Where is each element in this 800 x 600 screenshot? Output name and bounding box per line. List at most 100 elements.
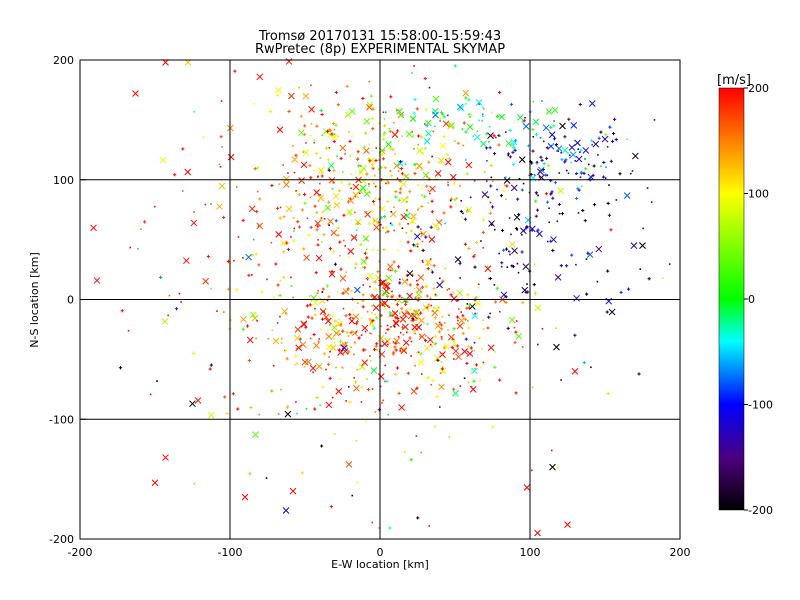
- data-point: [410, 355, 412, 357]
- data-point: [438, 116, 442, 121]
- data-point: [536, 230, 543, 238]
- data-point: [405, 331, 408, 334]
- data-point: [373, 174, 376, 177]
- data-point: [505, 184, 509, 188]
- data-point: [339, 180, 343, 184]
- data-point: [429, 225, 433, 229]
- data-point: [376, 270, 380, 274]
- data-point: [415, 279, 418, 282]
- data-point: [368, 320, 376, 327]
- data-point: [606, 201, 610, 205]
- data-point: [286, 405, 290, 409]
- data-point: [486, 160, 488, 162]
- data-point: [383, 166, 387, 170]
- data-point: [336, 103, 340, 107]
- data-point: [556, 220, 559, 223]
- data-point: [508, 250, 511, 253]
- data-point: [614, 137, 618, 142]
- data-point: [149, 393, 152, 396]
- data-point: [610, 139, 615, 143]
- data-point: [351, 309, 354, 311]
- data-point: [542, 124, 550, 132]
- data-point: [373, 203, 375, 206]
- data-point: [299, 341, 307, 348]
- data-point: [408, 336, 412, 340]
- data-point: [466, 350, 474, 357]
- data-point: [465, 103, 467, 105]
- data-point: [582, 147, 590, 154]
- data-point: [413, 147, 415, 150]
- data-point: [456, 141, 460, 145]
- data-point: [488, 211, 492, 215]
- data-point: [578, 102, 582, 107]
- data-point: [533, 174, 536, 176]
- data-point: [534, 304, 542, 312]
- data-point: [330, 269, 334, 274]
- data-point: [344, 111, 352, 119]
- data-point: [280, 388, 282, 391]
- data-point: [372, 325, 374, 327]
- data-point: [430, 304, 433, 307]
- data-point: [293, 334, 301, 342]
- data-point: [369, 285, 371, 288]
- data-point: [419, 311, 423, 315]
- data-point: [400, 306, 404, 310]
- data-point: [522, 182, 525, 185]
- y-axis-label: N-S location [km]: [28, 252, 41, 348]
- data-point: [631, 170, 634, 172]
- data-point: [498, 113, 506, 121]
- data-point: [480, 240, 482, 242]
- data-point: [502, 189, 506, 193]
- data-point: [368, 80, 371, 83]
- data-point: [302, 149, 310, 156]
- data-point: [428, 86, 431, 89]
- data-point: [381, 289, 389, 297]
- data-point: [383, 118, 386, 120]
- data-point: [274, 262, 278, 266]
- data-point: [278, 293, 282, 298]
- data-point: [577, 148, 580, 150]
- data-point: [399, 187, 403, 191]
- data-point: [623, 192, 631, 199]
- data-point: [512, 146, 516, 150]
- data-point: [275, 93, 280, 98]
- data-point: [359, 171, 361, 173]
- data-point: [293, 227, 296, 230]
- data-point: [553, 120, 556, 122]
- data-point: [275, 206, 280, 210]
- data-point: [256, 73, 264, 81]
- data-point: [394, 190, 398, 194]
- data-point: [491, 111, 494, 114]
- data-point: [396, 160, 404, 167]
- data-point: [321, 385, 325, 389]
- data-point: [551, 248, 555, 253]
- data-point: [423, 194, 427, 199]
- data-point: [335, 366, 337, 369]
- data-point: [574, 159, 577, 162]
- data-point: [317, 175, 319, 178]
- data-point: [434, 425, 436, 428]
- data-point: [293, 171, 296, 174]
- data-point: [378, 159, 380, 161]
- data-point: [441, 279, 445, 283]
- data-point: [456, 197, 458, 200]
- data-point: [381, 299, 389, 307]
- data-point: [407, 312, 415, 320]
- data-point: [265, 477, 268, 479]
- data-point: [461, 314, 465, 318]
- data-point: [632, 152, 639, 160]
- data-point: [310, 316, 314, 320]
- data-point: [153, 205, 156, 208]
- data-point: [447, 329, 449, 331]
- data-point: [488, 276, 492, 281]
- data-point: [511, 247, 518, 255]
- data-point: [426, 376, 430, 380]
- data-point: [430, 269, 433, 271]
- data-point: [357, 168, 365, 176]
- data-point: [337, 135, 339, 138]
- data-point: [556, 467, 559, 469]
- data-point: [221, 146, 223, 148]
- data-point: [349, 331, 353, 335]
- data-point: [513, 148, 517, 152]
- data-point: [118, 366, 123, 370]
